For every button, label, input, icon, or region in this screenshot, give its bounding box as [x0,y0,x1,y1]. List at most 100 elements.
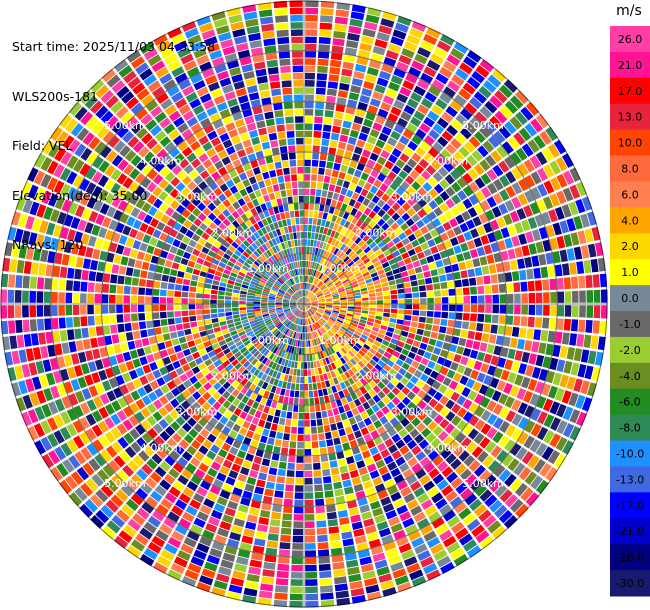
radar-gate [447,515,461,528]
radar-gate [509,498,524,513]
radar-gate [503,515,518,529]
radar-gate [177,550,191,561]
radar-gate [125,267,134,276]
radar-gate [354,185,363,194]
radar-gate [353,269,360,275]
radar-gate [179,357,188,366]
radar-gate [407,268,416,276]
radar-gate [213,411,223,421]
radar-gate [152,229,162,239]
radar-gate [401,237,410,246]
radar-gate [222,173,231,182]
radar-gate [210,355,219,363]
radar-gate [306,275,309,283]
radar-gate [351,383,359,392]
radar-gate [22,319,30,333]
radar-gate [23,261,32,274]
radar-gate [279,182,286,191]
radar-gate [265,444,274,453]
radar-gate [79,431,91,445]
radar-gate [359,319,367,324]
radar-gate [421,264,430,272]
radar-gate [477,313,485,323]
radar-gate [195,298,203,304]
radar-gate [347,296,354,300]
radar-gate [388,43,402,54]
radar-gate [291,307,298,311]
radar-gate [412,292,420,298]
radar-gate [427,486,440,498]
radar-gate [446,124,458,137]
radar-gate [260,435,268,444]
radar-gate [348,417,357,426]
radar-gate [307,291,311,298]
radar-gate [203,186,213,196]
radar-gate [66,439,79,453]
radar-gate [278,205,284,213]
radar-gate [204,561,218,572]
radar-gate [335,282,343,288]
radar-gate [314,233,319,240]
radar-gate [583,334,592,348]
radar-gate [203,314,211,320]
radar-gate [342,479,352,488]
radar-gate [249,320,257,325]
radar-gate [297,301,304,304]
radar-gate [439,66,453,79]
radar-gate [164,183,175,194]
radar-gate [439,395,449,406]
radar-gate [196,315,204,321]
radar-gate [106,74,121,88]
radar-gate [324,278,331,285]
radar-gate [304,145,312,152]
radar-gate [329,317,336,322]
radar-gate [111,80,126,94]
radar-gate [192,207,202,217]
radar-gate [340,306,347,309]
radar-gate [149,380,160,390]
radar-gate [311,346,315,354]
radar-gate [305,600,319,608]
radar-gate [237,246,245,254]
radar-gate [305,290,308,297]
radar-gate [155,265,164,274]
radar-gate [535,354,545,367]
radar-gate [234,362,242,370]
radar-gate [339,309,347,313]
radar-gate [464,493,478,506]
radar-gate [521,293,528,304]
radar-gate [275,299,283,302]
radar-gate [332,296,340,300]
radar-gate [98,420,109,433]
radar-gate [65,475,78,490]
radar-gate [391,299,398,304]
radar-gate [181,298,188,304]
radar-gate [382,316,390,322]
radar-gate [355,372,363,380]
radar-gate [430,228,439,238]
radar-gate [116,186,128,199]
radar-gate [271,400,278,409]
radar-gate [311,304,318,307]
radar-gate [235,556,249,566]
radar-gate [325,295,332,299]
radar-gate [222,552,236,562]
radar-gate [446,369,456,379]
radar-gate [411,537,425,548]
radar-gate [406,186,416,196]
radar-gate [130,390,141,401]
radar-gate [325,243,331,251]
radar-gate [122,225,132,236]
radar-gate [485,295,492,304]
radar-gate [499,189,510,202]
radar-gate [312,152,320,160]
radar-gate [85,428,97,441]
radar-gate [326,228,333,236]
radar-gate [499,294,507,304]
radar-gate [254,113,264,122]
radar-gate [124,446,137,458]
radar-gate [497,357,507,368]
radar-gate [422,416,433,426]
radar-gate [279,373,285,381]
radar-gate [324,395,330,403]
